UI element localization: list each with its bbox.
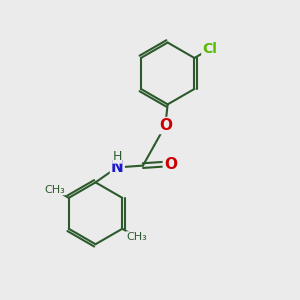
Text: O: O — [164, 157, 177, 172]
Text: CH₃: CH₃ — [126, 232, 147, 242]
Text: H: H — [112, 150, 122, 163]
Text: O: O — [159, 118, 172, 133]
Text: Cl: Cl — [202, 42, 217, 56]
Text: CH₃: CH₃ — [44, 185, 65, 195]
Text: N: N — [111, 160, 124, 175]
